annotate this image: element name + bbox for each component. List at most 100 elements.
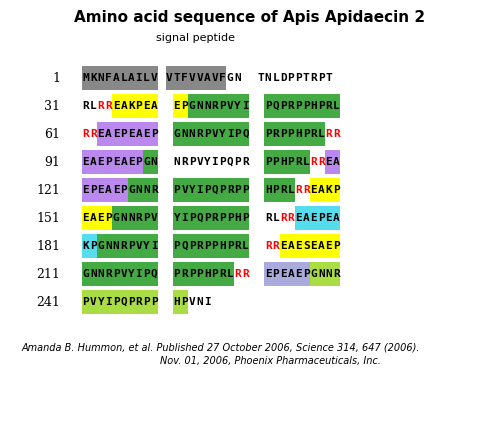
Text: N: N [265,73,272,83]
Text: 151: 151 [36,212,60,224]
Text: H: H [234,213,241,223]
Text: P: P [105,157,112,167]
Text: Y: Y [143,241,150,251]
Text: V: V [151,73,158,83]
Text: R: R [196,241,203,251]
Text: M: M [82,73,89,83]
Bar [112,206,158,230]
Text: A: A [105,129,112,139]
Text: N: N [174,157,180,167]
Text: V: V [120,269,127,279]
Text: P: P [151,129,158,139]
Text: A: A [136,129,142,139]
Text: V: V [181,185,188,195]
Text: I: I [227,129,234,139]
Text: Q: Q [181,241,188,251]
Text: A: A [318,185,325,195]
Text: N: N [318,269,325,279]
Text: T: T [257,73,264,83]
Text: T: T [326,73,332,83]
Text: E: E [82,213,89,223]
Text: R: R [234,269,241,279]
Text: P: P [318,213,325,223]
Bar [295,206,341,230]
Text: H: H [295,129,302,139]
Text: E: E [295,241,302,251]
Text: E: E [310,213,317,223]
Text: E: E [82,157,89,167]
Text: signal peptide: signal peptide [156,33,234,43]
Text: A: A [120,157,127,167]
Text: 31: 31 [44,99,60,113]
Text: Y: Y [128,269,135,279]
Text: R: R [310,157,317,167]
Text: P: P [280,129,287,139]
Text: Q: Q [120,297,127,307]
Text: G: G [128,185,135,195]
Text: L: L [318,129,325,139]
Bar [166,66,226,90]
Bar [82,290,158,314]
Text: P: P [219,185,226,195]
Text: E: E [98,157,104,167]
Text: A: A [128,73,135,83]
Text: R: R [295,185,302,195]
Text: Q: Q [151,269,158,279]
Text: R: R [98,101,104,111]
Bar [325,150,340,174]
Text: N: N [98,269,104,279]
Text: A: A [90,213,97,223]
Text: P: P [318,101,325,111]
Text: I: I [212,157,218,167]
Text: R: R [212,101,218,111]
Text: V: V [166,73,173,83]
Text: R: R [272,241,279,251]
Text: P: P [105,213,112,223]
Text: P: P [234,185,241,195]
Text: Q: Q [196,213,203,223]
Text: R: R [303,185,310,195]
Text: E: E [326,213,332,223]
Bar [82,66,158,90]
Text: Amino acid sequence of Apis Apidaecin 2: Amino acid sequence of Apis Apidaecin 2 [74,10,426,25]
Text: 241: 241 [36,295,60,309]
Text: P: P [136,101,142,111]
Text: Nov. 01, 2006, Phoenix Pharmaceuticals, Inc.: Nov. 01, 2006, Phoenix Pharmaceuticals, … [160,356,380,366]
Text: P: P [265,101,272,111]
Text: P: P [181,297,188,307]
Text: Q: Q [212,185,218,195]
Text: P: P [295,101,302,111]
Bar [310,178,340,202]
Text: H: H [219,241,226,251]
Text: P: P [181,101,188,111]
Text: F: F [181,73,188,83]
Text: L: L [288,185,294,195]
Text: P: P [204,213,211,223]
Text: P: P [212,241,218,251]
Text: R: R [196,129,203,139]
Text: I: I [136,269,142,279]
Bar [128,178,158,202]
Bar [264,150,310,174]
Text: V: V [136,241,142,251]
Bar [82,206,112,230]
Text: G: G [82,269,89,279]
Text: E: E [310,185,317,195]
Bar [82,150,143,174]
Text: E: E [143,101,150,111]
Text: E: E [98,185,104,195]
Bar [97,122,158,146]
Text: I: I [136,73,142,83]
Text: R: R [288,101,294,111]
Text: F: F [105,73,112,83]
Text: Amanda B. Hummon, et al. Published 27 October 2006, Science 314, 647 (2006).: Amanda B. Hummon, et al. Published 27 Oc… [22,342,420,352]
Bar [143,150,158,174]
Text: H: H [174,297,180,307]
Text: I: I [204,297,211,307]
Text: K: K [90,73,97,83]
Text: R: R [105,101,112,111]
Text: K: K [326,185,332,195]
Text: D: D [280,73,287,83]
Text: P: P [303,129,310,139]
Text: P: P [280,101,287,111]
